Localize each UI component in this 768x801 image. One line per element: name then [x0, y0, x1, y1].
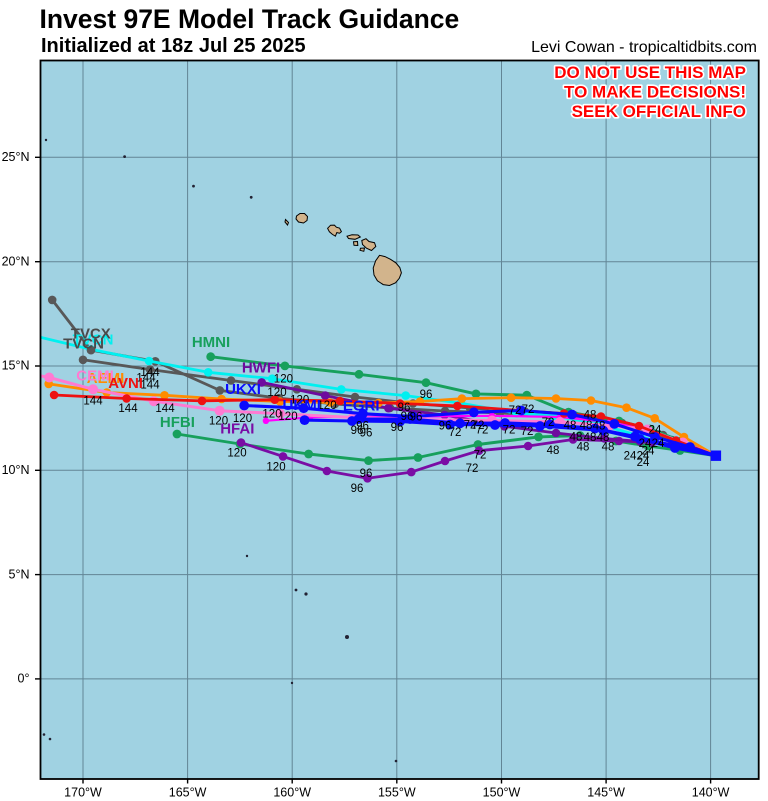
- svg-text:96: 96: [360, 468, 373, 480]
- svg-text:96: 96: [360, 428, 373, 440]
- svg-text:EGRI: EGRI: [343, 397, 380, 414]
- svg-text:150°W: 150°W: [483, 785, 521, 799]
- svg-text:Initialized at 18z Jul 25 2025: Initialized at 18z Jul 25 2025: [41, 35, 306, 57]
- svg-text:96: 96: [351, 483, 364, 495]
- svg-text:72: 72: [522, 404, 535, 416]
- svg-text:CEMI: CEMI: [76, 367, 114, 384]
- svg-text:96: 96: [401, 411, 414, 423]
- svg-text:SEEK OFFICIAL INFO: SEEK OFFICIAL INFO: [572, 102, 746, 121]
- svg-text:165°W: 165°W: [169, 785, 207, 799]
- svg-text:96: 96: [420, 389, 433, 401]
- svg-text:120: 120: [274, 373, 293, 385]
- svg-text:TVCN: TVCN: [73, 331, 114, 348]
- svg-text:144: 144: [136, 373, 156, 385]
- svg-text:20°N: 20°N: [2, 254, 30, 268]
- svg-text:96: 96: [398, 402, 411, 414]
- svg-text:HFAI: HFAI: [220, 421, 254, 438]
- svg-text:10°N: 10°N: [2, 463, 30, 477]
- svg-text:120: 120: [266, 462, 285, 474]
- svg-text:48: 48: [597, 432, 610, 444]
- svg-text:TO MAKE DECISIONS!: TO MAKE DECISIONS!: [564, 83, 746, 102]
- svg-text:Levi Cowan - tropicaltidbits.c: Levi Cowan - tropicaltidbits.com: [531, 39, 757, 56]
- svg-text:72: 72: [509, 405, 522, 417]
- svg-text:96: 96: [351, 425, 364, 437]
- svg-text:24: 24: [639, 438, 652, 450]
- svg-text:120: 120: [227, 448, 246, 460]
- svg-text:48: 48: [584, 432, 597, 444]
- svg-text:72: 72: [472, 420, 485, 432]
- svg-text:UKMI: UKMI: [283, 397, 321, 414]
- svg-text:25°N: 25°N: [2, 150, 30, 164]
- svg-text:AVNI: AVNI: [108, 375, 143, 392]
- svg-text:0°: 0°: [18, 672, 30, 686]
- svg-text:Invest 97E Model Track Guidanc: Invest 97E Model Track Guidance: [40, 4, 460, 34]
- svg-text:96: 96: [410, 412, 423, 424]
- svg-text:DO NOT USE THIS MAP: DO NOT USE THIS MAP: [554, 63, 746, 82]
- svg-text:120: 120: [267, 387, 286, 399]
- svg-text:24: 24: [652, 438, 665, 450]
- svg-text:120: 120: [278, 411, 297, 423]
- svg-text:144: 144: [140, 380, 160, 392]
- svg-text:144: 144: [155, 403, 175, 415]
- svg-text:96: 96: [391, 422, 404, 434]
- svg-text:HWFI: HWFI: [242, 359, 280, 376]
- svg-text:144: 144: [140, 367, 160, 379]
- svg-text:72: 72: [542, 417, 555, 429]
- svg-text:TVCN: TVCN: [63, 336, 104, 353]
- svg-text:120: 120: [209, 415, 228, 427]
- svg-text:72: 72: [466, 463, 479, 475]
- svg-text:48: 48: [580, 420, 593, 432]
- svg-text:24: 24: [649, 425, 662, 437]
- svg-text:5°N: 5°N: [9, 567, 30, 581]
- svg-text:UKXI: UKXI: [225, 381, 261, 398]
- svg-text:24: 24: [637, 451, 650, 463]
- svg-text:48: 48: [602, 442, 615, 454]
- svg-text:140°W: 140°W: [692, 785, 730, 799]
- svg-text:48: 48: [547, 445, 560, 457]
- svg-text:HFBI: HFBI: [160, 414, 195, 431]
- svg-text:AEMI: AEMI: [87, 370, 125, 387]
- svg-text:24: 24: [624, 451, 637, 463]
- svg-text:120: 120: [262, 409, 281, 421]
- svg-text:155°W: 155°W: [378, 785, 416, 799]
- svg-text:120: 120: [233, 413, 252, 425]
- svg-text:144: 144: [118, 403, 138, 415]
- svg-text:72: 72: [449, 427, 462, 439]
- svg-text:24: 24: [642, 446, 655, 458]
- svg-text:HMNI: HMNI: [192, 334, 230, 351]
- svg-text:72: 72: [521, 426, 534, 438]
- svg-text:TVCX: TVCX: [71, 325, 111, 342]
- svg-text:170°W: 170°W: [64, 785, 102, 799]
- svg-text:72: 72: [476, 425, 489, 437]
- svg-text:145°W: 145°W: [587, 785, 625, 799]
- svg-text:160°W: 160°W: [273, 785, 311, 799]
- svg-text:96: 96: [356, 420, 369, 432]
- svg-text:120: 120: [290, 395, 309, 407]
- svg-text:48: 48: [577, 442, 590, 454]
- svg-text:144: 144: [83, 396, 103, 408]
- svg-text:96: 96: [439, 420, 452, 432]
- svg-text:72: 72: [503, 425, 516, 437]
- svg-text:48: 48: [593, 421, 606, 433]
- svg-text:72: 72: [464, 419, 477, 431]
- svg-text:120: 120: [317, 400, 336, 412]
- svg-text:72: 72: [474, 450, 487, 462]
- svg-text:24: 24: [637, 457, 650, 469]
- svg-text:48: 48: [564, 420, 577, 432]
- svg-text:48: 48: [570, 432, 583, 444]
- svg-text:48: 48: [584, 410, 597, 422]
- svg-text:15°N: 15°N: [2, 359, 30, 373]
